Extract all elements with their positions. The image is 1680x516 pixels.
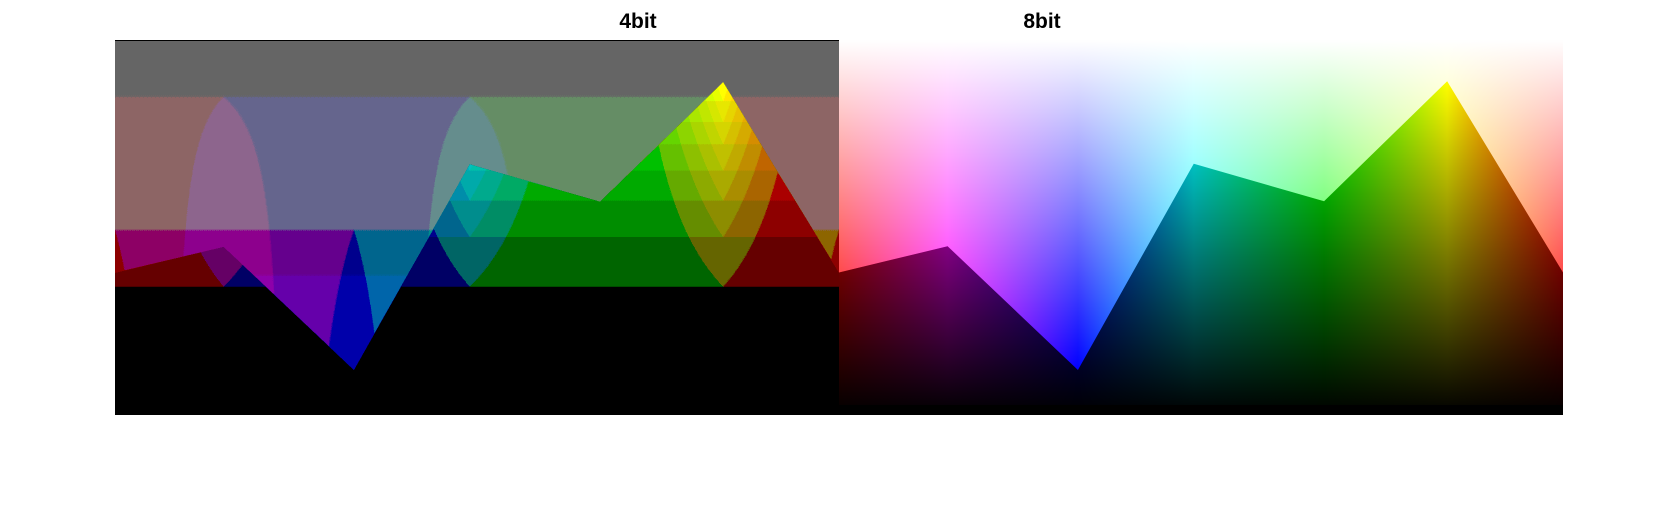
black-strip: [839, 405, 1563, 415]
panel-title-8bit: 8bit: [1023, 10, 1061, 33]
color-gradient-8bit: [839, 40, 1563, 415]
gray-region: [115, 41, 839, 371]
gradient-layers: [115, 41, 839, 415]
panel-8bit: [839, 40, 1563, 415]
light-region: [839, 40, 1563, 370]
dark-region: [115, 82, 839, 415]
color-gradient-4bit: [115, 41, 839, 415]
dark-region: [839, 81, 1563, 415]
gradient-layers: [839, 40, 1563, 415]
panel-title-4bit: 4bit: [619, 10, 657, 33]
black-strip: [115, 405, 839, 415]
panel-4bit: [115, 40, 839, 415]
